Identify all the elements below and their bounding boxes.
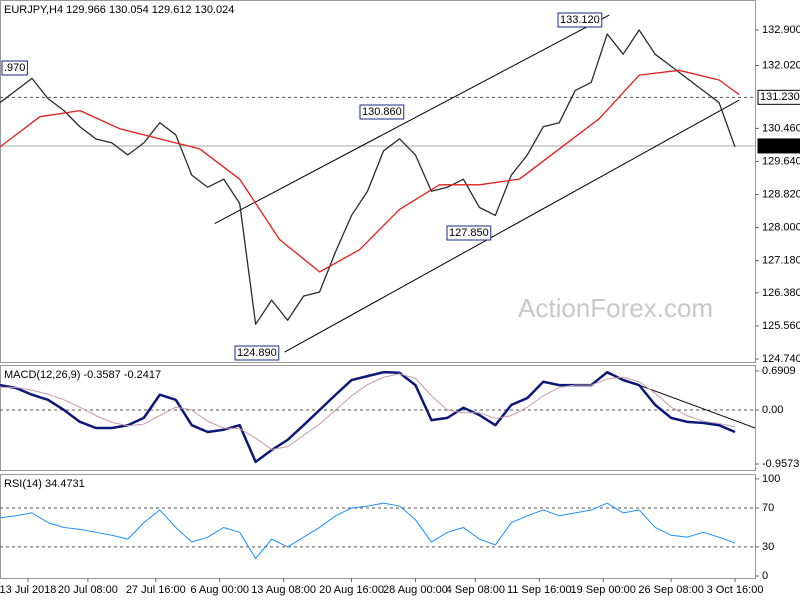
- price-annotation: 127.850: [449, 227, 489, 239]
- panel-title: MACD(12,26,9) -0.3587 -0.2417: [4, 369, 161, 381]
- y-tick-label: 124.740: [762, 353, 800, 365]
- x-tick-label: 20 Jul 08:00: [58, 584, 118, 596]
- panel-frame: [0, 365, 756, 471]
- y-tick-label: 132.020: [762, 59, 800, 71]
- trend-line: [284, 99, 740, 353]
- series-line: [0, 29, 736, 325]
- y-tick-label: 100: [762, 473, 780, 485]
- y-tick-label: 128.000: [762, 221, 800, 233]
- y-tick-label: 125.560: [762, 320, 800, 332]
- y-tick-label: 126.380: [762, 287, 800, 299]
- level-label-box: [757, 89, 800, 105]
- x-tick-label: 27 Jul 16:00: [126, 584, 186, 596]
- y-tick-label: 30: [762, 541, 774, 553]
- price-annotation-box: [557, 12, 603, 28]
- y-tick-label: 0.00: [762, 404, 783, 416]
- level-label: 130.024: [760, 140, 800, 152]
- price-annotation: 124.890: [237, 347, 277, 359]
- series-line: [0, 370, 736, 464]
- x-tick-label: 13 Aug 08:00: [251, 584, 316, 596]
- watermark: ActionForex.com: [518, 293, 713, 323]
- y-tick-label: 129.640: [762, 155, 800, 167]
- level-label: 131.230: [760, 91, 800, 103]
- y-tick-label: 128.820: [762, 188, 800, 200]
- y-tick-label: 132.900: [762, 24, 800, 36]
- price-annotation: 130.860: [362, 106, 402, 118]
- panel-title: RSI(14) 34.4731: [4, 478, 85, 490]
- y-tick-label: 0: [762, 570, 768, 582]
- y-tick-label: 127.180: [762, 255, 800, 267]
- x-tick-label: 26 Sep 08:00: [638, 584, 703, 596]
- x-tick-label: 6 Aug 00:00: [190, 584, 249, 596]
- panel-title: EURJPY,H4 129.966 130.054 129.612 130.02…: [4, 4, 234, 16]
- price-annotation-box: [359, 104, 405, 120]
- price-annotation: .970: [4, 62, 25, 74]
- x-tick-label: 3 Oct 16:00: [707, 584, 764, 596]
- x-tick-label: 13 Jul 2018: [0, 584, 56, 596]
- y-tick-label: -0.9573: [762, 458, 799, 470]
- price-annotation: 133.120: [560, 14, 600, 26]
- y-tick-label: 70: [762, 502, 774, 514]
- x-tick-label: 19 Sep 00:00: [570, 584, 635, 596]
- level-label-box: [757, 138, 800, 154]
- price-annotation-box: [1, 60, 28, 76]
- x-tick-label: 28 Aug 00:00: [383, 584, 448, 596]
- x-tick-label: 11 Sep 16:00: [507, 584, 572, 596]
- panel-frame: [0, 474, 756, 579]
- x-tick-label: 20 Aug 16:00: [319, 584, 384, 596]
- x-tick-label: 4 Sep 08:00: [446, 584, 505, 596]
- price-annotation-box: [234, 345, 280, 361]
- y-tick-label: 130.460: [762, 122, 800, 134]
- panel-frame: [0, 0, 756, 363]
- series-line: [0, 502, 736, 560]
- trend-line: [214, 14, 610, 224]
- y-tick-label: 0.6909: [762, 365, 796, 377]
- series-line: [0, 69, 740, 273]
- price-annotation-box: [446, 225, 492, 241]
- series-line: [0, 373, 736, 450]
